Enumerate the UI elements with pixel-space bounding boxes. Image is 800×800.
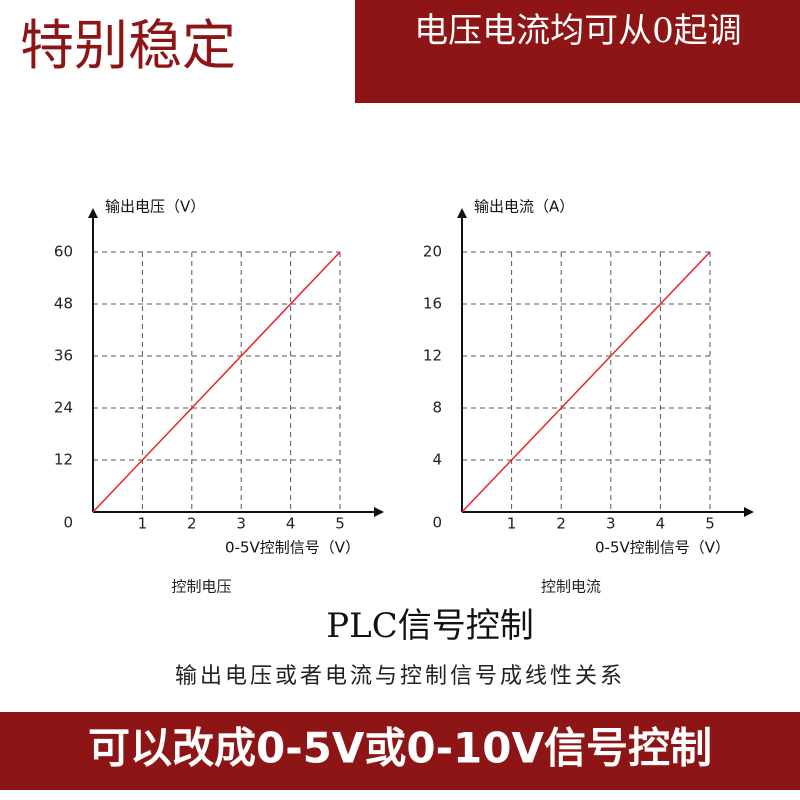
x-axis-label: 0-5V控制信号（V） — [225, 539, 360, 557]
y-tick-label: 60 — [54, 243, 73, 261]
chart-caption: 控制电压 — [171, 578, 231, 596]
y-arrow — [88, 208, 98, 218]
y-tick-label: 48 — [54, 295, 73, 313]
y-tick-label: 0 — [63, 514, 73, 532]
x-tick-label: 5 — [335, 515, 345, 533]
x-tick-label: 3 — [606, 515, 616, 533]
y-arrow — [457, 208, 467, 218]
header-left: 特别稳定 — [20, 14, 236, 77]
x-tick-label: 1 — [507, 515, 517, 533]
y-tick-label: 4 — [432, 451, 442, 469]
x-arrow — [374, 507, 384, 517]
y-tick-label: 20 — [423, 243, 442, 261]
middle-subtitle: 输出电压或者电流与控制信号成线性关系 — [175, 664, 625, 689]
header-box — [355, 0, 800, 103]
y-tick-label: 12 — [423, 347, 442, 365]
y-tick-label: 36 — [54, 347, 73, 365]
footer-box — [0, 712, 800, 790]
y-tick-label: 12 — [54, 451, 73, 469]
x-arrow — [744, 507, 754, 517]
y-axis-label: 输出电流（A） — [474, 198, 574, 216]
y-tick-label: 24 — [54, 399, 73, 417]
x-axis-label: 0-5V控制信号（V） — [595, 539, 730, 557]
y-axis-label: 输出电压（V） — [105, 198, 205, 216]
footer-text: 可以改成0-5V或0-10V信号控制 — [88, 724, 712, 773]
x-tick-label: 3 — [236, 515, 246, 533]
data-line — [92, 251, 341, 513]
x-tick-label: 4 — [286, 515, 296, 533]
middle-title: PLC信号控制 — [326, 606, 533, 646]
x-tick-label: 1 — [138, 515, 148, 533]
y-tick-label: 16 — [423, 295, 442, 313]
y-tick-label: 0 — [432, 514, 442, 532]
data-line — [461, 251, 711, 513]
x-tick-label: 4 — [656, 515, 666, 533]
x-tick-label: 5 — [705, 515, 715, 533]
y-tick-label: 8 — [432, 399, 442, 417]
x-tick-label: 2 — [187, 515, 197, 533]
header-right: 电压电流均可从0起调 — [414, 11, 742, 51]
x-tick-label: 2 — [556, 515, 566, 533]
chart-caption: 控制电流 — [541, 578, 601, 596]
